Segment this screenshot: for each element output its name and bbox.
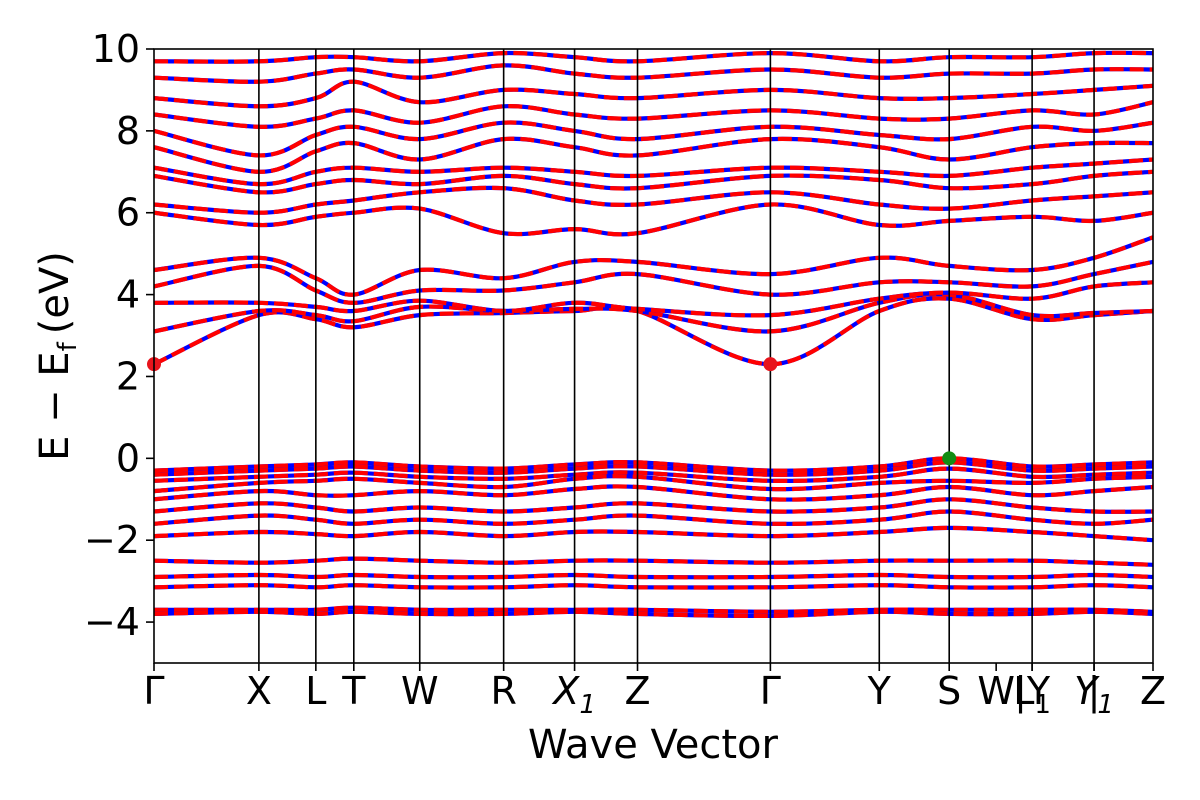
y-tick-label-0: −4 (84, 600, 140, 644)
y-axis-title-unit: (eV) (32, 251, 78, 334)
conduction-band-spin-up-2 (154, 280, 1153, 318)
conduction-band-spin-up-11 (154, 100, 1153, 129)
conduction-band-spin-up-8 (154, 157, 1153, 187)
x-axis-title: Wave Vector (528, 722, 779, 768)
x-tick-label-9: Y (867, 669, 892, 713)
x-tick-label-6: X1 (551, 669, 596, 720)
y-axis-title-main: E − E (32, 351, 78, 461)
x-tick-label-4: W (401, 669, 439, 713)
vbm-marker-0 (942, 451, 957, 466)
x-tick-label-7: Z (624, 669, 650, 713)
conduction-band-spin-up-12 (154, 79, 1153, 109)
valence-band-spin-up-6 (154, 509, 1153, 527)
conduction-band-spin-up-5 (154, 202, 1153, 237)
cbm-marker-1 (763, 357, 778, 372)
y-tick-label-7: 10 (92, 27, 140, 71)
y-tick-label-2: 0 (116, 436, 140, 480)
conduction-band-spin-up-1 (154, 292, 1153, 334)
conduction-band-spin-up-0 (154, 296, 1153, 367)
x-tick-label-10: S (937, 669, 961, 713)
x-tick-label-11: W (977, 669, 1015, 713)
valence-band-spin-up-7 (154, 525, 1153, 543)
conduction-band-spin-up-6 (154, 185, 1153, 215)
valence-band-spin-up-3 (154, 474, 1153, 494)
plot-frame (153, 48, 1154, 664)
conduction-band-spin-up-13 (154, 63, 1153, 84)
valence-band-spin-up-4 (154, 484, 1153, 502)
y-tick-label-1: −2 (84, 518, 140, 562)
valence-band-spin-up-12 (154, 609, 1153, 619)
x-tick-label-1: X (246, 669, 272, 713)
x-tick-label-12: |Y (1014, 669, 1051, 714)
y-tick-label-5: 6 (116, 191, 140, 235)
conduction-band-spin-up-7 (154, 169, 1153, 195)
conduction-band-spin-up-14 (154, 50, 1153, 64)
y-axis-title: E − Ef (eV) (32, 251, 83, 461)
conduction-band-spin-up-4 (154, 235, 1153, 297)
y-tick-label-6: 8 (116, 109, 140, 153)
x-axis: Γ X L T W R X1 Z Γ Y S W |YL1 |Y1 Z (143, 663, 1166, 720)
x-tick-label-15: Y1 (1074, 669, 1114, 720)
valence-band-spin-up-10 (154, 583, 1153, 590)
x-tick-label-16: Z (1140, 669, 1166, 713)
bands-layer (154, 50, 1153, 619)
valence-band-spin-up-2 (154, 466, 1153, 484)
svg-text:E − Ef(eV): E − Ef (eV) (32, 251, 83, 461)
valence-band-spin-up-9 (154, 572, 1153, 580)
x-tick-label-0: Γ (143, 669, 164, 713)
y-tick-label-4: 4 (116, 273, 140, 317)
valence-band-spin-up-1 (154, 460, 1153, 477)
x-tick-label-8: Γ (760, 669, 781, 713)
valence-band-spin-up-8 (154, 556, 1153, 567)
valence-band-spin-up-5 (154, 497, 1153, 514)
valence-band-spin-up-11 (154, 605, 1153, 614)
x-tick-label-2: L (305, 669, 326, 713)
x-tick-label-3: T (341, 669, 366, 713)
y-tick-label-3: 2 (116, 354, 140, 398)
y-axis-title-sub: f (53, 341, 83, 351)
y-axis: −4 −2 0 2 4 6 8 10 (84, 27, 154, 644)
x-tick-label-14: | (1088, 669, 1101, 714)
x-tick-label-13: L1 (1013, 669, 1051, 720)
x-tick-label-5: R (490, 669, 516, 713)
valence-band-spin-up-0 (154, 456, 1153, 473)
high-symmetry-lines (258, 49, 1095, 663)
